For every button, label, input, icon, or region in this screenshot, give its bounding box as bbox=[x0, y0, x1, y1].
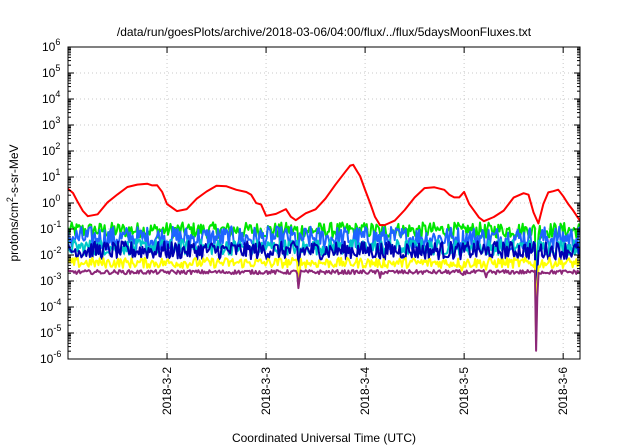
grid-lines bbox=[68, 47, 580, 359]
x-tick-label: 2018-3-3 bbox=[259, 367, 273, 415]
y-tick-label: 10-3 bbox=[40, 271, 61, 288]
chart-title: /data/run/goesPlots/archive/2018-03-06/0… bbox=[117, 25, 532, 39]
y-axis-label: protons/cm2-s-sr-MeV bbox=[5, 144, 21, 261]
series-line bbox=[68, 269, 580, 352]
series-line bbox=[68, 221, 580, 313]
x-tick-label: 2018-3-2 bbox=[160, 367, 174, 415]
x-tick-label: 2018-3-6 bbox=[556, 367, 570, 415]
y-tick-label: 10-6 bbox=[40, 349, 61, 366]
y-tick-label: 10-5 bbox=[40, 323, 61, 340]
x-axis-label: Coordinated Universal Time (UTC) bbox=[232, 431, 416, 445]
x-tick-label: 2018-3-4 bbox=[358, 367, 372, 415]
y-tick-label: 10-1 bbox=[40, 219, 61, 236]
y-tick-label: 10-4 bbox=[40, 297, 61, 314]
series-line bbox=[68, 256, 580, 342]
y-tick-label: 105 bbox=[42, 63, 60, 80]
y-tick-label: 102 bbox=[42, 141, 60, 158]
y-tick-label: 10-2 bbox=[40, 245, 61, 262]
y-tick-label: 100 bbox=[42, 193, 60, 210]
series-line bbox=[68, 225, 580, 307]
y-tick-label: 106 bbox=[42, 37, 60, 54]
x-axis: 2018-3-2 2018-3-3 2018-3-4 2018-3-5 2018-3-6 bbox=[160, 47, 570, 415]
y-tick-label: 101 bbox=[42, 167, 60, 184]
y-tick-label: 103 bbox=[42, 115, 60, 132]
series-line bbox=[68, 240, 580, 335]
series-line bbox=[68, 163, 580, 227]
x-tick-label: 2018-3-5 bbox=[457, 367, 471, 415]
plot-area bbox=[68, 163, 580, 352]
y-axis: 10-6 10-5 10-4 10-3 10-2 10-1 100 101 102 103 104 1… bbox=[40, 37, 580, 366]
y-tick-label: 104 bbox=[42, 89, 60, 106]
